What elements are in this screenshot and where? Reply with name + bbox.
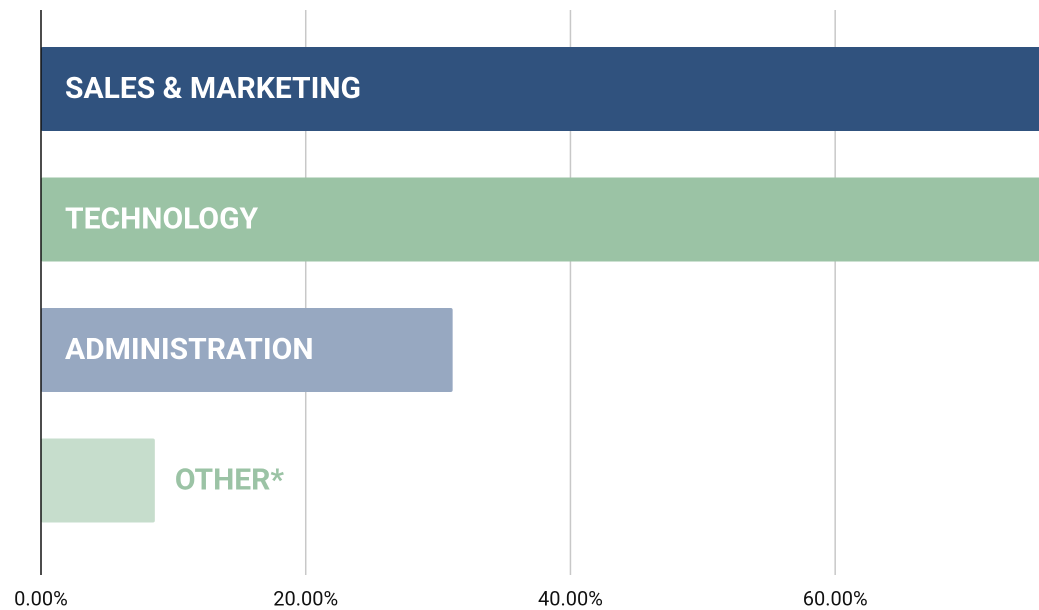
x-tick-label: 60.00%	[803, 586, 868, 610]
category-label: ADMINISTRATION	[65, 332, 313, 367]
bar	[41, 308, 453, 392]
x-tick-label: 20.00%	[273, 586, 338, 610]
category-label: SALES & MARKETING	[65, 71, 361, 106]
bar	[41, 438, 155, 523]
x-tick-label: 40.00%	[538, 586, 603, 610]
category-label: OTHER*	[175, 462, 285, 497]
bar	[41, 47, 1039, 131]
bars	[41, 47, 1039, 523]
bar	[41, 177, 1039, 262]
category-label: TECHNOLOGY	[65, 201, 259, 236]
labels: 0.00% 20.00% 40.00% 60.00% SALES & MARKETING…	[14, 71, 867, 610]
x-tick-label: 0.00%	[14, 586, 68, 610]
